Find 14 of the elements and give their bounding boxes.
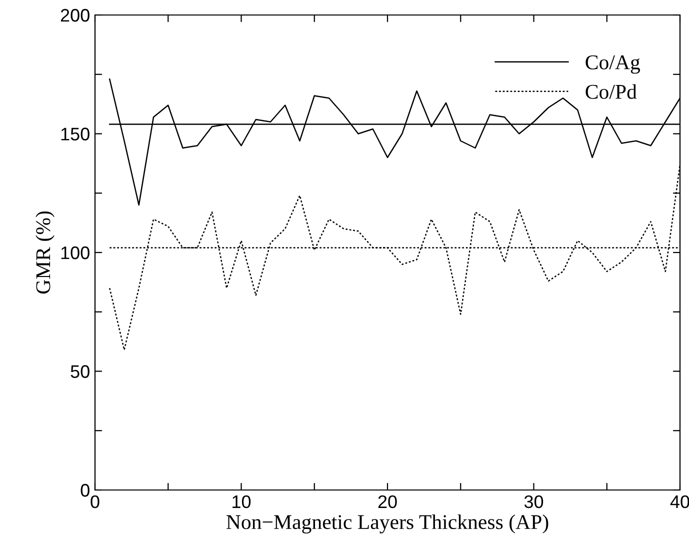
x-tick-label: 0 bbox=[90, 495, 100, 508]
legend-label: Co/Pd bbox=[586, 84, 637, 99]
x-tick-label: 30 bbox=[524, 495, 544, 508]
x-tick-label: 10 bbox=[232, 495, 251, 508]
legend-label: Co/Ag bbox=[586, 55, 640, 74]
y-axis-title: GMR (%) bbox=[36, 211, 54, 294]
y-tick-label: 200 bbox=[60, 8, 90, 22]
y-tick-label: 100 bbox=[61, 246, 90, 260]
x-axis-title: Non−Magnetic Layers Thickness (AP) bbox=[226, 514, 548, 534]
y-tick-label: 150 bbox=[61, 128, 90, 140]
y-tick-label: 50 bbox=[70, 365, 90, 378]
x-tick-label: 40 bbox=[670, 495, 689, 508]
y-tick-label: 0 bbox=[80, 484, 90, 497]
x-tick-label: 20 bbox=[378, 495, 397, 508]
